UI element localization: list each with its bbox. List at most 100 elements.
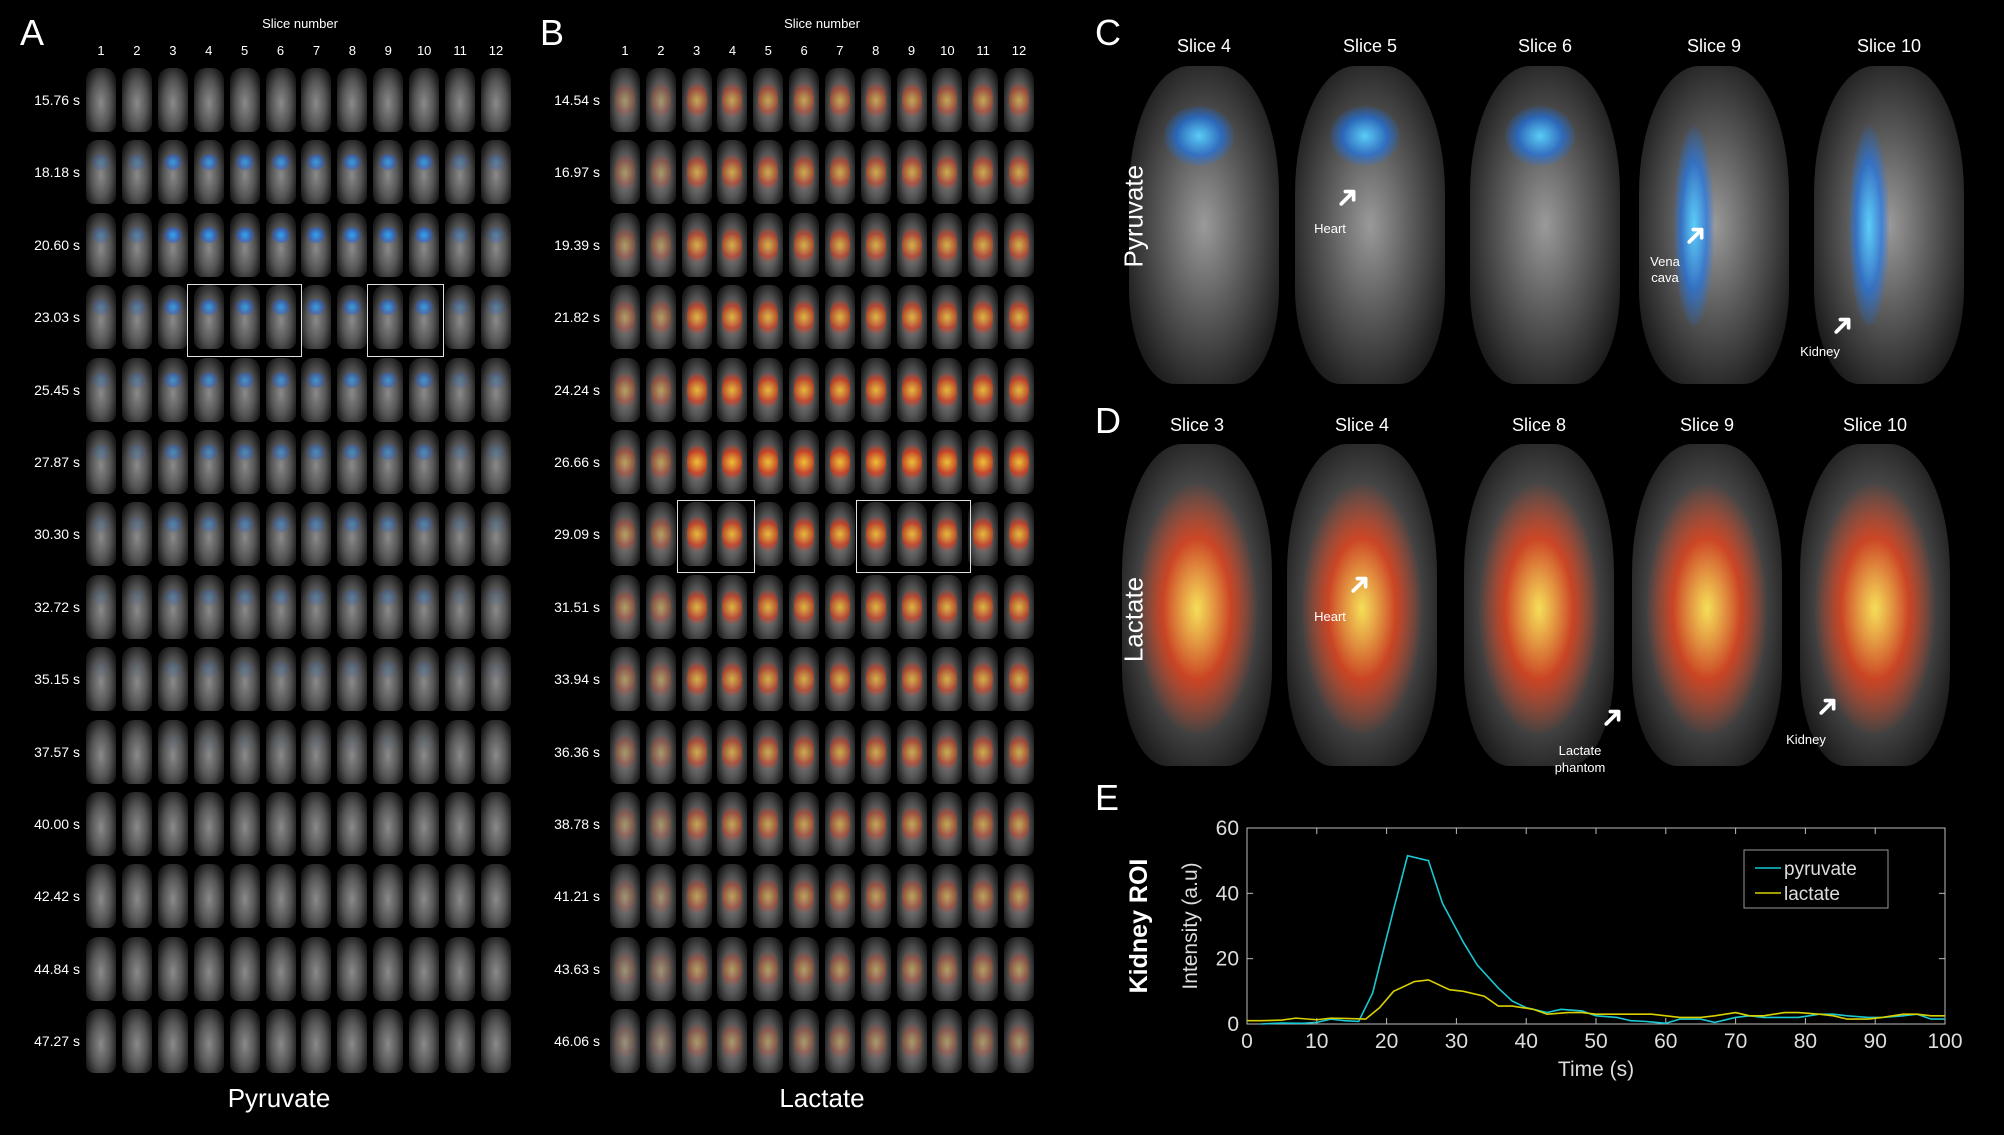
pyruvate-overlay xyxy=(342,299,363,316)
lactate-overlay xyxy=(794,804,815,844)
mri-thumbnail xyxy=(409,864,440,929)
mri-thumbnail xyxy=(789,68,820,132)
lactate-overlay xyxy=(615,1021,635,1062)
mri-thumbnail xyxy=(645,647,676,712)
lactate-overlay xyxy=(722,514,743,555)
lactate-overlay xyxy=(615,731,635,772)
lactate-overlay xyxy=(794,224,815,265)
lactate-overlay xyxy=(722,731,743,772)
slice-column-number: 11 xyxy=(453,43,467,58)
pyruvate-overlay xyxy=(91,226,111,243)
mri-thumbnail xyxy=(337,792,368,856)
mri-thumbnail xyxy=(932,212,963,277)
mri-thumbnail xyxy=(789,502,820,567)
lactate-overlay xyxy=(937,152,958,193)
lactate-overlay xyxy=(650,297,671,338)
lactate-overlay xyxy=(901,514,922,555)
time-label: 43.63 s xyxy=(554,960,600,977)
lactate-overlay xyxy=(829,876,850,917)
mri-thumbnail xyxy=(789,647,820,712)
mri-thumbnail xyxy=(157,357,188,422)
mri-thumbnail xyxy=(409,574,440,639)
mri-thumbnail xyxy=(645,430,676,494)
slice-label: Slice 8 xyxy=(1511,415,1567,435)
pyruvate-overlay xyxy=(270,226,291,243)
time-label: 37.57 s xyxy=(34,743,80,760)
lactate-overlay xyxy=(722,876,743,917)
pyruvate-overlay xyxy=(270,154,291,171)
mri-thumbnail xyxy=(229,864,260,929)
time-label: 23.03 s xyxy=(34,309,80,326)
mri-thumbnail xyxy=(481,647,511,712)
mri-thumbnail xyxy=(445,864,476,929)
lactate-overlay xyxy=(937,659,958,700)
pyruvate-overlay xyxy=(126,516,147,533)
time-label: 18.18 s xyxy=(34,164,80,181)
lactate-overlay xyxy=(937,586,958,627)
slice-column-number: 3 xyxy=(169,43,177,58)
lactate-overlay xyxy=(865,948,886,989)
lactate-overlay xyxy=(758,659,779,700)
mri-thumbnail xyxy=(753,430,784,494)
x-axis-label: Time (s) xyxy=(1558,1058,1634,1081)
mri-thumbnail xyxy=(229,357,260,422)
lactate-overlay xyxy=(758,369,779,410)
lactate-overlay xyxy=(686,659,707,700)
time-label: 41.21 s xyxy=(554,888,600,905)
slice-label: Slice 9 xyxy=(1686,36,1742,56)
lactate-overlay xyxy=(1647,484,1767,734)
pyruvate-overlay xyxy=(198,444,219,460)
annotation-vena: Vena xyxy=(1650,254,1680,269)
lactate-overlay xyxy=(901,369,922,410)
lactate-overlay xyxy=(794,369,815,410)
time-label: 30.30 s xyxy=(34,526,80,543)
mri-thumbnail xyxy=(86,719,116,784)
mri-thumbnail xyxy=(896,212,927,277)
mri-thumbnail xyxy=(860,68,891,132)
mri-thumbnail xyxy=(932,864,963,929)
mri-slice-image xyxy=(1814,66,1964,384)
pyruvate-overlay xyxy=(234,444,255,460)
lactate-overlay xyxy=(650,948,671,989)
lactate-overlay xyxy=(901,586,922,627)
slice-column-number: 2 xyxy=(657,43,665,58)
mri-slice-image xyxy=(1129,66,1279,384)
pyruvate-overlay xyxy=(234,733,255,750)
annotation-kidney: Kidney xyxy=(1800,344,1840,359)
mri-thumbnail xyxy=(337,647,368,712)
mri-thumbnail xyxy=(681,1009,712,1074)
lactate-overlay xyxy=(758,80,779,120)
annotation-lactate: Lactate xyxy=(1558,743,1602,758)
pyruvate-overlay xyxy=(414,444,435,460)
mri-thumbnail xyxy=(121,140,152,205)
mri-thumbnail xyxy=(265,792,296,856)
mri-slice-image xyxy=(1464,444,1614,766)
mri-thumbnail xyxy=(789,574,820,639)
mri-thumbnail xyxy=(301,647,332,712)
mri-thumbnail xyxy=(610,285,640,350)
pyruvate-overlay xyxy=(91,154,111,171)
mri-thumbnail xyxy=(896,936,927,1001)
mri-thumbnail xyxy=(681,647,712,712)
mri-thumbnail xyxy=(301,68,332,132)
pyruvate-overlay xyxy=(234,299,255,316)
mri-thumbnail xyxy=(789,936,820,1001)
lactate-overlay xyxy=(865,442,886,482)
mri-thumbnail xyxy=(824,574,855,639)
pyruvate-overlay xyxy=(126,661,147,678)
pyruvate-overlay xyxy=(342,371,363,388)
pyruvate-overlay xyxy=(378,661,399,678)
mri-thumbnail xyxy=(789,864,820,929)
annotation-cava: cava xyxy=(1651,270,1679,285)
mri-thumbnail xyxy=(824,719,855,784)
mri-thumbnail xyxy=(86,647,116,712)
mri-thumbnail xyxy=(121,68,152,132)
mri-thumbnail xyxy=(445,430,476,494)
mri-thumbnail xyxy=(337,936,368,1001)
pyruvate-overlay xyxy=(450,588,471,605)
pyruvate-overlay xyxy=(378,154,399,171)
slice-column-number: 8 xyxy=(872,43,880,58)
lactate-overlay xyxy=(722,804,743,844)
mri-thumbnail xyxy=(717,719,748,784)
mri-thumbnail xyxy=(860,1009,891,1074)
